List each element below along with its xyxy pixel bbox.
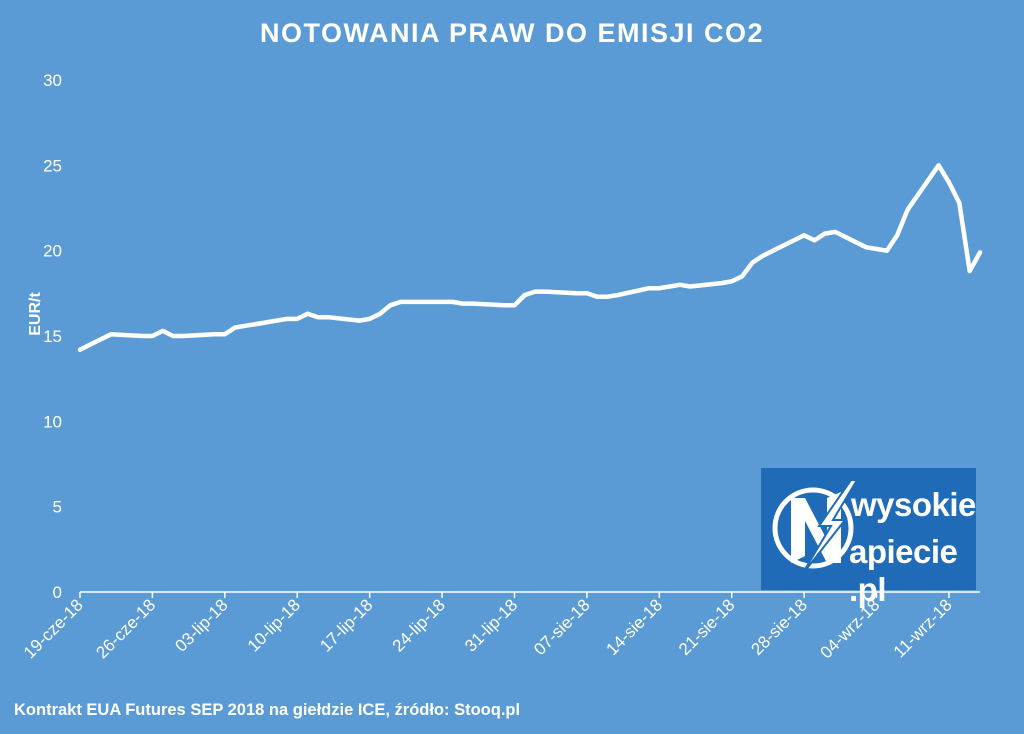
data-point: [533, 290, 537, 294]
data-point: [378, 312, 382, 316]
data-point: [719, 281, 723, 285]
data-point: [295, 317, 299, 321]
data-point: [885, 249, 889, 253]
data-point: [895, 233, 899, 237]
series-line: [77, 163, 983, 352]
data-point: [574, 291, 579, 295]
x-tick-label: 26-cze-18: [92, 595, 159, 662]
x-tick-label: 10-lip-18: [244, 595, 304, 655]
data-point: [502, 303, 506, 307]
data-point: [430, 300, 434, 304]
data-point: [812, 238, 817, 243]
data-point: [595, 295, 599, 299]
data-point: [740, 274, 744, 278]
data-point: [233, 325, 237, 330]
data-point: [88, 342, 92, 347]
data-point: [792, 238, 796, 243]
data-point: [326, 315, 330, 319]
x-tick-label: 21-sie-18: [675, 595, 739, 659]
data-point: [833, 230, 837, 234]
data-point: [605, 295, 610, 299]
lightning-icon: [772, 479, 859, 577]
data-point: [440, 300, 444, 304]
data-point: [357, 319, 361, 323]
data-point: [109, 332, 113, 336]
data-point: [750, 261, 755, 265]
data-point: [461, 301, 465, 306]
data-point: [388, 303, 392, 307]
wysokie-napiecie-logo: wysokie apiecie .pl: [761, 468, 976, 608]
y-tick-label: 0: [53, 583, 62, 602]
data-point: [368, 317, 372, 321]
data-point: [937, 163, 941, 167]
data-point: [181, 334, 186, 338]
data-point: [668, 284, 672, 289]
data-point: [957, 201, 961, 205]
data-point: [243, 324, 248, 328]
data-point: [99, 337, 103, 342]
y-tick-label: 25: [43, 156, 62, 175]
data-point: [647, 286, 651, 290]
data-point: [874, 247, 879, 251]
y-axis: 0 5 10 15 20 25 30: [43, 71, 62, 602]
data-point: [761, 254, 765, 258]
data-point: [512, 303, 517, 307]
data-point: [864, 245, 868, 249]
data-point: [316, 315, 320, 319]
x-tick-label: 14-sie-18: [603, 595, 667, 659]
data-point: [212, 332, 217, 336]
data-point: [688, 284, 692, 289]
data-point: [223, 332, 227, 336]
data-point: [399, 300, 403, 304]
data-point: [730, 279, 734, 283]
data-point: [947, 180, 951, 184]
y-tick-label: 15: [43, 327, 62, 346]
x-tick-label: 31-lip-18: [461, 595, 521, 655]
data-point: [678, 283, 682, 287]
data-point: [471, 301, 475, 306]
data-point: [450, 300, 455, 304]
data-point: [585, 291, 589, 295]
x-axis: 19-cze-18 26-cze-18 03-lip-18 10-lip-18 17-l…: [20, 591, 980, 662]
data-point: [543, 290, 548, 294]
data-point: [978, 250, 982, 254]
x-tick-label: 03-lip-18: [171, 595, 231, 655]
x-tick-label: 19-cze-18: [20, 595, 87, 662]
source-note: Kontrakt EUA Futures SEP 2018 na giełdzi…: [14, 701, 521, 719]
logo-text-top: wysokie: [851, 486, 976, 523]
data-point: [968, 269, 972, 273]
data-point: [657, 286, 661, 290]
data-point: [823, 232, 827, 236]
price-line: [77, 163, 983, 352]
data-point: [305, 312, 310, 316]
drop-lines: [79, 165, 981, 592]
data-point: [78, 348, 82, 352]
data-point: [285, 317, 289, 321]
y-tick-label: 30: [43, 71, 62, 90]
logo-text-bottom: apiecie .pl: [849, 533, 958, 608]
data-point: [523, 293, 527, 297]
x-tick-label: 07-sie-18: [530, 595, 594, 659]
y-tick-label: 5: [53, 498, 62, 517]
data-point: [140, 334, 144, 338]
data-point: [802, 233, 806, 237]
y-tick-label: 20: [43, 242, 62, 261]
chart-title: NOTOWANIA PRAW DO EMISJI CO2: [259, 18, 765, 48]
data-point: [150, 334, 155, 338]
data-point: [161, 329, 165, 333]
y-tick-label: 10: [43, 412, 62, 431]
data-point: [616, 293, 620, 297]
x-tick-label: 17-lip-18: [316, 595, 376, 655]
x-tick-label: 28-sie-18: [747, 595, 811, 659]
data-point: [171, 334, 175, 338]
x-tick-label: 24-lip-18: [389, 595, 449, 655]
data-point: [905, 208, 910, 212]
data-point: [254, 322, 258, 326]
